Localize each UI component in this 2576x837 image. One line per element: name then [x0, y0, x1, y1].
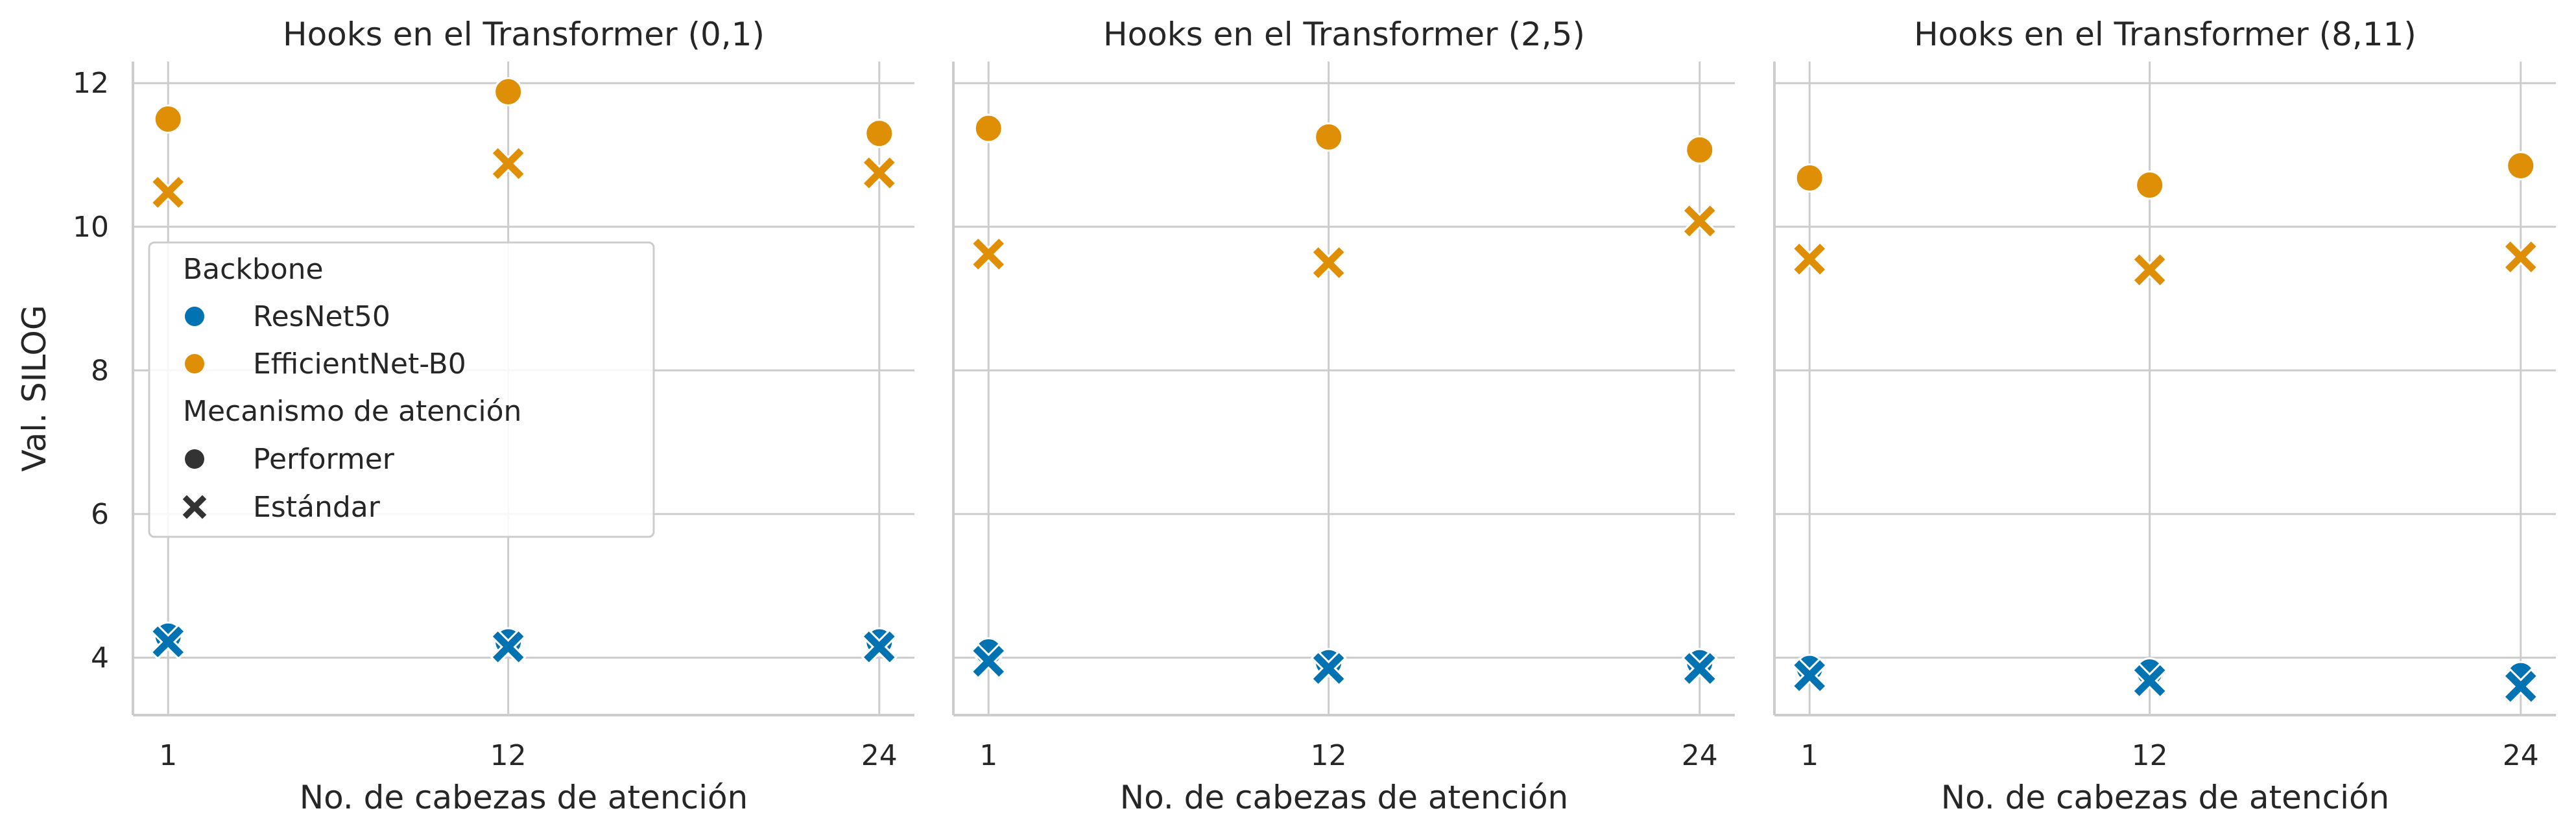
point-estandar-efficientnet-b0 — [864, 157, 895, 189]
legend-resnet50-label: ResNet50 — [253, 300, 390, 333]
x-tick-label: 12 — [2132, 739, 2168, 772]
legend-efficientnet-label: EfficientNet-B0 — [253, 348, 466, 381]
legend: Backbone ResNet50 EfficientNet-B0 Mecani… — [148, 241, 655, 538]
point-performer-efficientnet-b0 — [1795, 163, 1824, 193]
x-tick-label: 12 — [1311, 739, 1347, 772]
legend-estandar-marker — [182, 495, 207, 519]
point-performer-efficientnet-b0 — [2506, 151, 2536, 181]
x-axis-label: No. de cabezas de atención — [1120, 779, 1569, 816]
legend-hue-title: Backbone — [183, 253, 324, 286]
legend-estandar-label: Estándar — [253, 491, 381, 524]
legend-frame — [148, 241, 655, 538]
point-estandar-efficientnet-b0 — [2134, 254, 2165, 286]
legend-efficientnet-marker — [185, 354, 204, 373]
point-performer-efficientnet-b0 — [865, 119, 894, 148]
point-estandar-resnet50 — [152, 626, 184, 657]
x-tick-label: 1 — [979, 739, 997, 772]
legend-resnet50-marker — [185, 307, 204, 326]
x-axis-label: No. de cabezas de atención — [300, 779, 748, 816]
point-performer-efficientnet-b0 — [973, 113, 1003, 143]
x-tick-label: 1 — [1800, 739, 1819, 772]
point-estandar-resnet50 — [1794, 660, 1826, 691]
point-estandar-efficientnet-b0 — [1313, 247, 1344, 278]
y-tick-label: 6 — [91, 498, 109, 531]
point-estandar-resnet50 — [492, 631, 524, 663]
point-estandar-efficientnet-b0 — [1684, 206, 1715, 237]
x-tick-label: 24 — [861, 739, 898, 772]
point-estandar-efficientnet-b0 — [1794, 243, 1826, 275]
point-estandar-efficientnet-b0 — [492, 148, 524, 180]
point-performer-efficientnet-b0 — [1314, 122, 1344, 152]
panel-title: Hooks en el Transformer (2,5) — [1103, 16, 1585, 53]
point-estandar-resnet50 — [2505, 670, 2536, 702]
legend-style-title: Mecanismo de atención — [183, 395, 521, 428]
point-estandar-resnet50 — [973, 646, 1004, 677]
y-axis-label: Val. SILOG — [16, 305, 53, 471]
legend-performer-label: Performer — [253, 443, 395, 476]
x-tick-label: 24 — [2503, 739, 2539, 772]
y-tick-label: 10 — [73, 211, 109, 244]
x-axis-label: No. de cabezas de atención — [1941, 779, 2390, 816]
x-tick-label: 12 — [490, 739, 527, 772]
point-estandar-efficientnet-b0 — [973, 239, 1004, 270]
point-performer-efficientnet-b0 — [1685, 135, 1715, 165]
panel-2: 1 12 24 Hooks en el Transformer (2,5) No. de… — [952, 16, 1735, 816]
x-tick-label: 1 — [159, 739, 177, 772]
y-tick-label: 8 — [91, 354, 109, 387]
y-tick-label: 12 — [73, 67, 109, 100]
panel-title: Hooks en el Transformer (8,11) — [1914, 16, 2416, 53]
point-performer-efficientnet-b0 — [153, 104, 183, 134]
panel-1: 1 12 24 4 6 8 10 12 Hooks en el Transformer (0,1… — [16, 16, 914, 816]
legend-performer-marker — [185, 449, 204, 469]
y-tick-label: 4 — [91, 641, 109, 674]
point-estandar-efficientnet-b0 — [152, 176, 184, 208]
point-performer-efficientnet-b0 — [2135, 171, 2165, 200]
point-estandar-resnet50 — [2134, 665, 2165, 696]
point-estandar-efficientnet-b0 — [2505, 241, 2536, 273]
panel-title: Hooks en el Transformer (0,1) — [283, 16, 765, 53]
point-estandar-resnet50 — [1313, 653, 1344, 684]
panel-3: 1 12 24 Hooks en el Transformer (8,11) No. d… — [1773, 16, 2556, 816]
panels: 1 12 24 4 6 8 10 12 Hooks en el Transformer (0,1… — [16, 16, 2556, 816]
point-estandar-resnet50 — [1684, 653, 1715, 684]
point-performer-efficientnet-b0 — [494, 77, 523, 107]
point-estandar-resnet50 — [864, 631, 895, 663]
x-tick-label: 24 — [1682, 739, 1718, 772]
